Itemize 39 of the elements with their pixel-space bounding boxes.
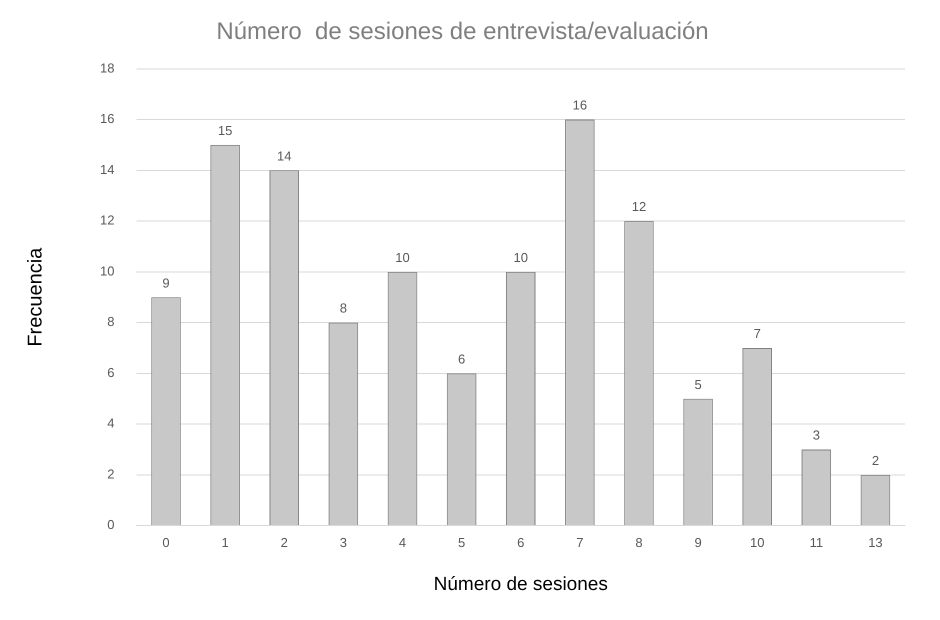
x-tick-label: 3 [340, 534, 347, 550]
y-tick-label: 6 [107, 364, 114, 380]
x-tick-label: 2 [280, 534, 288, 550]
y-axis-title: Frecuencia [24, 246, 47, 347]
data-label: 5 [694, 376, 702, 392]
y-tick-label: 10 [100, 263, 114, 278]
data-label: 8 [340, 300, 347, 316]
y-tick-label: 16 [100, 111, 114, 126]
data-label: 10 [395, 250, 410, 265]
data-label: 15 [218, 123, 232, 138]
x-tick-label: 10 [750, 534, 764, 550]
x-tick-label: 9 [694, 534, 702, 550]
x-tick-label: 4 [398, 534, 406, 550]
x-tick-label: 1 [222, 534, 229, 550]
x-tick-label: 7 [576, 534, 584, 550]
x-tick-label: 5 [458, 534, 466, 550]
data-label: 10 [513, 250, 528, 265]
x-tick-label: 11 [810, 534, 824, 550]
y-tick-label: 2 [107, 466, 114, 482]
y-tick-label: 18 [100, 60, 114, 76]
y-tick-label: 0 [107, 517, 114, 532]
x-tick-label: 13 [868, 534, 883, 550]
chart-title: Número de sesiones de entrevista/evaluación [216, 18, 709, 46]
y-tick-label: 14 [100, 162, 114, 177]
y-tick-label: 4 [107, 416, 114, 431]
data-label: 9 [162, 275, 170, 290]
x-tick-label: 6 [517, 534, 524, 550]
data-label: 2 [872, 452, 880, 468]
data-label: 6 [458, 351, 466, 366]
x-axis-title: Número de sesiones [434, 574, 608, 595]
y-tick-label: 8 [107, 314, 114, 330]
x-tick-label: 0 [162, 534, 170, 550]
data-label: 14 [277, 148, 292, 164]
x-tick-label: 8 [635, 534, 643, 550]
y-tick-label: 12 [100, 212, 114, 228]
data-label: 3 [812, 428, 820, 443]
data-label: 7 [754, 326, 761, 342]
data-label: 12 [632, 199, 646, 214]
data-label: 16 [572, 98, 588, 113]
